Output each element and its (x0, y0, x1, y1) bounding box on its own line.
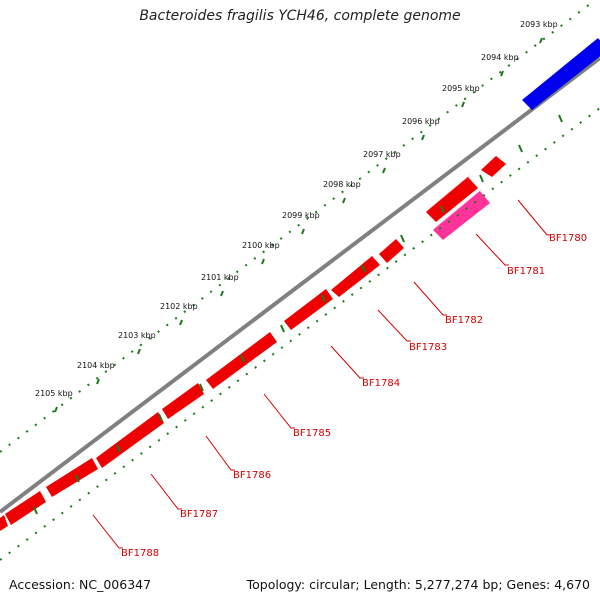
gene-label-bf1780[interactable]: BF1780 (549, 233, 587, 244)
gene-leader-line (150, 473, 182, 510)
major-tick (54, 406, 58, 413)
gene-arrow[interactable] (46, 458, 98, 497)
kbp-label: 2097 kbp (363, 150, 401, 159)
accession-text: Accession: NC_006347 (9, 577, 152, 592)
major-tick (400, 234, 405, 243)
gene-arrow[interactable] (481, 153, 506, 177)
gene-leader-line (330, 345, 364, 379)
major-tick (220, 290, 224, 297)
major-tick (421, 134, 425, 141)
outer-minor-ticks (0, 3, 591, 453)
gene-label-bf1781[interactable]: BF1781 (507, 266, 545, 277)
major-tick (33, 506, 38, 515)
major-tick (179, 319, 183, 326)
kbp-label: 2103 kbp (118, 331, 156, 340)
gene-leader-line (263, 393, 295, 429)
gene-label-bf1783[interactable]: BF1783 (409, 342, 447, 353)
major-tick (158, 413, 163, 422)
inner-minor-ticks (0, 107, 600, 561)
kbp-label: 2095 kbp (442, 84, 480, 93)
gene-label-bf1784[interactable]: BF1784 (362, 378, 400, 389)
gene-leader-line (475, 233, 509, 266)
highlight-gene[interactable] (433, 188, 490, 240)
inner-major-ticks (33, 114, 563, 515)
major-tick (261, 258, 265, 265)
inner-scale (0, 107, 600, 561)
major-tick (301, 228, 305, 235)
major-tick (479, 174, 484, 183)
gene-arrow[interactable] (426, 174, 478, 222)
major-tick (518, 144, 523, 153)
major-tick (137, 348, 141, 355)
kbp-label: 2102 kbp (160, 302, 198, 311)
genome-summary-text: Topology: circular; Length: 5,277,274 bp… (246, 577, 590, 592)
kbp-label: 2101 kbp (201, 273, 239, 282)
major-tick (199, 383, 204, 392)
kbp-label: 2098 kbp (323, 180, 361, 189)
gene-arrow[interactable] (5, 491, 46, 525)
gene-label-bf1782[interactable]: BF1782 (445, 315, 483, 326)
gene-label-bf1788[interactable]: BF1788 (121, 548, 159, 559)
gene-arrow[interactable] (379, 239, 404, 263)
major-tick (96, 378, 100, 385)
gene-leader-line (517, 199, 551, 236)
gene-arrow[interactable] (96, 412, 164, 468)
major-tick (280, 324, 285, 333)
gene-arrow[interactable] (0, 515, 8, 531)
major-tick (440, 205, 445, 214)
gene-arrow[interactable] (162, 383, 204, 419)
kbp-label: 2094 kbp (481, 53, 519, 62)
gene-leader-line (92, 514, 123, 549)
blue-gene[interactable] (522, 38, 600, 110)
major-tick (558, 114, 563, 123)
major-tick (461, 101, 465, 108)
kbp-label: 2105 kbp (35, 389, 73, 398)
gene-label-bf1786[interactable]: BF1786 (233, 470, 271, 481)
gene-labels: BF1780 BF1781 BF1782 BF1783 BF1784 BF1785 BF17… (92, 199, 587, 559)
blue-gene-arrow[interactable] (522, 38, 600, 110)
major-tick (382, 167, 386, 174)
kbp-label: 2100 kbp (242, 241, 280, 250)
gene-arrow[interactable] (284, 289, 333, 330)
gene-leader-line (377, 309, 411, 342)
gene-label-bf1787[interactable]: BF1787 (180, 509, 218, 520)
major-tick (240, 354, 245, 363)
genome-title: Bacteroides fragilis YCH46, complete gen… (139, 8, 461, 24)
kbp-label: 2104 kbp (77, 361, 115, 370)
gene-leader-line (205, 435, 235, 471)
outer-scale: 2093 kbp 2094 kbp 2095 kbp 2096 kbp 2097 kbp… (0, 3, 591, 453)
kbp-label: 2093 kbp (520, 20, 558, 29)
major-tick (500, 70, 504, 77)
kbp-label: 2096 kbp (402, 117, 440, 126)
outer-major-ticks (54, 37, 543, 413)
major-tick (321, 294, 326, 303)
gene-label-bf1785[interactable]: BF1785 (293, 428, 331, 439)
gene-arrow[interactable] (206, 332, 277, 389)
kbp-label: 2099 kbp (282, 211, 320, 220)
major-tick (342, 197, 346, 204)
gene-leader-line (413, 281, 447, 316)
gene-arrow[interactable] (331, 256, 380, 297)
major-tick (75, 474, 80, 483)
major-tick (539, 37, 543, 44)
gene-track (0, 153, 506, 531)
major-tick (116, 444, 121, 453)
genome-backbone (0, 56, 600, 514)
major-tick (361, 264, 366, 273)
kbp-labels: 2093 kbp 2094 kbp 2095 kbp 2096 kbp 2097 kbp… (35, 20, 558, 398)
